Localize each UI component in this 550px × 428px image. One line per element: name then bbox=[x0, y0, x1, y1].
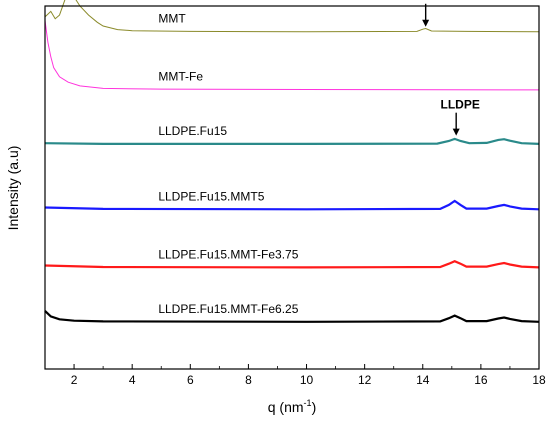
series-line-4 bbox=[44, 260, 540, 269]
series-label-5: LLDPE.Fu15.MMT-Fe6.25 bbox=[158, 302, 298, 316]
series-lines bbox=[44, 0, 540, 323]
series-label-3: LLDPE.Fu15.MMT5 bbox=[158, 189, 264, 203]
series-label-4: LLDPE.Fu15.MMT-Fe3.75 bbox=[158, 247, 298, 261]
series-labels: MMT MMT-Fe LLDPE.Fu15 LLDPE.Fu15.MMT5 LLDPE.… bbox=[158, 11, 298, 315]
series-line-0 bbox=[44, 0, 540, 33]
series-label-0: MMT bbox=[158, 11, 186, 25]
x-axis: 2 4 6 8 10 12 14 16 18 bbox=[44, 364, 546, 387]
series-line-3 bbox=[44, 199, 540, 211]
series-label-1: MMT-Fe bbox=[158, 69, 203, 83]
series-line-1 bbox=[44, 20, 540, 91]
x-tick-label: 16 bbox=[474, 373, 488, 387]
annotation-label: LLDPE bbox=[441, 98, 480, 112]
x-tick-label: 12 bbox=[358, 373, 372, 387]
series-line-5 bbox=[44, 310, 540, 323]
x-tick-label: 18 bbox=[532, 373, 546, 387]
x-tick-label: 4 bbox=[129, 373, 136, 387]
annotation-label: MMT bbox=[416, 0, 444, 3]
x-tick-label: 8 bbox=[245, 373, 252, 387]
x-tick-label: 14 bbox=[416, 373, 430, 387]
annotations: d=001=3.34nmMMTLLDPE bbox=[416, 0, 480, 136]
series-line-2 bbox=[44, 137, 540, 145]
x-tick-label: 6 bbox=[187, 373, 194, 387]
plot-frame bbox=[44, 5, 540, 370]
annotation-arrowhead bbox=[452, 128, 460, 136]
series-label-2: LLDPE.Fu15 bbox=[158, 124, 227, 138]
x-tick-label: 10 bbox=[300, 373, 314, 387]
x-tick-label: 2 bbox=[71, 373, 78, 387]
annotation-arrowhead bbox=[422, 19, 430, 27]
y-axis-title: Intensity (a.u) bbox=[5, 146, 21, 231]
x-axis-title: q (nm-1) bbox=[268, 398, 316, 415]
